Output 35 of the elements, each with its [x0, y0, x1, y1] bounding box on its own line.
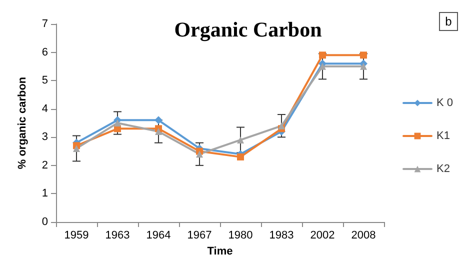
- x-tick-label: 2008: [351, 230, 376, 242]
- chart-title: Organic Carbon: [174, 18, 322, 42]
- y-tick-label: 2: [42, 159, 48, 172]
- y-tick-label: 6: [42, 46, 48, 58]
- point: [319, 62, 326, 70]
- point: [278, 122, 285, 130]
- point: [237, 153, 244, 160]
- x-tick-label: 1959: [64, 230, 89, 242]
- y-tick-label: 0: [42, 216, 48, 228]
- y-axis-title: % organic carbon: [16, 76, 28, 170]
- x-tick-label: 1983: [269, 230, 294, 242]
- legend-label: K1: [436, 130, 450, 142]
- text: b: [445, 14, 452, 28]
- point: [360, 62, 367, 70]
- x-tick-label: 1964: [146, 230, 171, 242]
- legend-label: K2: [436, 163, 450, 175]
- point: [360, 52, 367, 59]
- x-axis-title: Time: [207, 245, 233, 258]
- x-tick-label: 1967: [187, 230, 212, 242]
- point: [237, 136, 244, 144]
- x-tick-label: 1980: [228, 230, 253, 242]
- point: [319, 52, 326, 59]
- y-tick-label: 7: [42, 18, 48, 30]
- y-tick-label: 4: [42, 102, 48, 115]
- point: [114, 120, 121, 126]
- point: [155, 128, 162, 135]
- point: [196, 150, 203, 158]
- point: [73, 144, 80, 152]
- y-tick-label: 5: [42, 74, 48, 87]
- point: [154, 116, 162, 124]
- legend-label: K 0: [436, 97, 454, 109]
- x-tick-label: 1963: [105, 230, 130, 242]
- x-tick-label: 2002: [310, 230, 335, 242]
- y-tick-label: 1: [42, 188, 48, 200]
- y-tick-label: 3: [42, 131, 48, 144]
